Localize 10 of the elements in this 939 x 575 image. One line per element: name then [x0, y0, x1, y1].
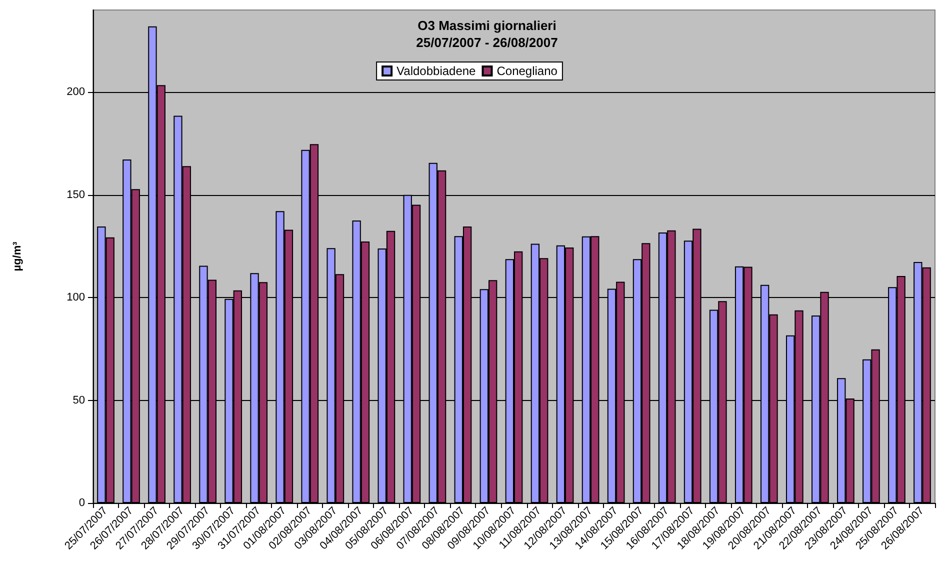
- legend-label: Valdobbiadene: [396, 64, 476, 78]
- y-tick-label: 50: [72, 394, 85, 406]
- y-tick-label: 0: [78, 497, 85, 509]
- text: O3 Massimi giornalieri: [418, 18, 556, 33]
- y-tick-label: 150: [66, 188, 85, 201]
- y-tick-label: 100: [66, 292, 85, 304]
- y-tick-label: 200: [66, 86, 85, 98]
- text: 25/07/2007 - 26/08/2007: [416, 35, 558, 50]
- y-axis-title: µg/m³: [12, 241, 24, 272]
- legend-label: Conegliano: [496, 64, 558, 78]
